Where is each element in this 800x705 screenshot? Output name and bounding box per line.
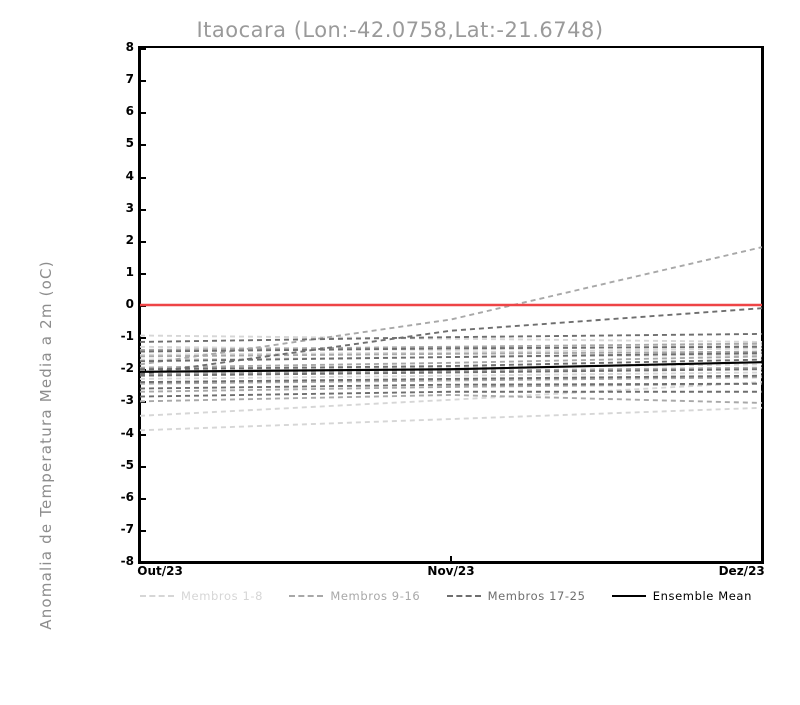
y-tick-label: 1 [125, 264, 134, 279]
series-line [140, 342, 762, 351]
y-tick-label: 4 [125, 168, 134, 183]
y-tick-mark [140, 48, 146, 50]
y-tick-label: 2 [125, 232, 134, 247]
series-line [140, 393, 762, 404]
series-line [140, 355, 762, 369]
legend-label: Membros 9-16 [330, 589, 421, 603]
series-line [140, 406, 762, 432]
y-tick-mark [140, 176, 146, 179]
series-line [140, 363, 762, 372]
y-tick-mark [140, 80, 146, 83]
series-line [140, 345, 762, 353]
y-tick-mark [140, 433, 146, 436]
y-tick-mark [140, 112, 146, 115]
series-line [140, 353, 762, 361]
y-tick-mark [140, 465, 146, 468]
y-tick-label: 7 [125, 72, 134, 87]
series-line [140, 371, 762, 380]
series-line [140, 374, 762, 384]
y-tick-label: 0 [125, 297, 134, 311]
y-tick-label: 8 [125, 40, 134, 54]
y-tick-label: -2 [120, 361, 134, 376]
legend-item[interactable]: Membros 17-25 [446, 589, 586, 603]
right-spine [761, 46, 764, 564]
series-line [140, 344, 762, 351]
y-tick-label: -5 [120, 457, 134, 472]
x-tick-label: Nov/23 [427, 564, 475, 578]
legend-item[interactable]: Ensemble Mean [611, 589, 752, 603]
series-line [140, 361, 762, 373]
series-lines [140, 246, 762, 432]
x-tick-mark [139, 556, 141, 562]
legend-swatch [140, 595, 174, 597]
series-line [140, 382, 762, 393]
series-line [140, 381, 762, 417]
y-tick-label: -7 [120, 521, 134, 536]
y-tick-label: -4 [120, 425, 134, 440]
x-axis-line [138, 561, 763, 564]
x-tick-label: Out/23 [137, 564, 183, 578]
y-tick-label: -1 [120, 329, 134, 344]
series-line [140, 368, 762, 377]
x-tick-mark [450, 556, 452, 562]
y-tick-mark [140, 240, 146, 243]
legend-label: Ensemble Mean [652, 589, 752, 603]
legend-label: Membros 1-8 [181, 589, 264, 603]
y-tick-label: -3 [120, 393, 134, 408]
series-line [140, 382, 762, 390]
y-tick-label: 5 [125, 136, 134, 151]
series-line [140, 352, 762, 363]
legend-label: Membros 17-25 [487, 589, 586, 603]
chart-legend: Membros 1-8 Membros 9-16 Membros 17-25 Ense… [140, 586, 762, 606]
series-line [140, 347, 762, 356]
plot-area: 8 7 6 5 4 3 2 1 0 -1 -2 -3 -4 -5 -6 -7 -8 Out/23 Nov/23 De… [121, 40, 765, 578]
y-tick-label: -8 [120, 554, 134, 568]
series-line [140, 334, 762, 343]
y-tick-mark [140, 562, 146, 564]
series-line [140, 366, 762, 376]
y-tick-mark [140, 497, 146, 500]
legend-swatch [446, 595, 481, 597]
y-tick-mark [140, 208, 146, 211]
page-title: Itaocara (Lon:-42.0758,Lat:-21.6748) [196, 18, 604, 42]
y-tick-mark [140, 144, 146, 147]
y-tick-mark [140, 401, 146, 404]
y-tick-label: 6 [125, 104, 134, 119]
legend-swatch [289, 595, 324, 597]
series-line [140, 358, 762, 371]
y-tick-label: 3 [125, 200, 134, 215]
series-line [140, 390, 762, 398]
series-line [140, 350, 762, 358]
x-tick-label: Dez/23 [718, 564, 765, 578]
y-tick-mark [140, 529, 146, 532]
y-axis-label: Anomalia de Temperatura Media a 2m (oC) [37, 260, 55, 630]
x-tick-mark [761, 556, 763, 562]
series-line [140, 332, 762, 343]
legend-item[interactable]: Membros 1-8 [140, 589, 263, 603]
top-spine [138, 46, 763, 48]
y-tick-mark [140, 272, 146, 275]
y-tick-mark [140, 337, 146, 340]
chart-figure: Itaocara (Lon:-42.0758,Lat:-21.6748) Ano… [37, 18, 765, 630]
series-line [140, 376, 762, 385]
y-axis-line [138, 46, 141, 564]
legend-item[interactable]: Membros 9-16 [289, 589, 420, 603]
y-tick-label: -6 [120, 489, 134, 504]
legend-swatch [611, 595, 646, 597]
